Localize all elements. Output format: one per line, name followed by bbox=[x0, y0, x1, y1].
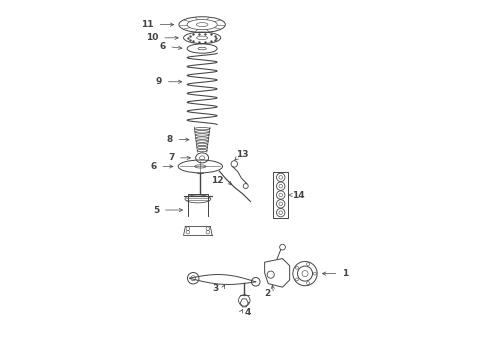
Text: 14: 14 bbox=[292, 190, 304, 199]
Bar bbox=[273, 172, 288, 218]
Text: 3: 3 bbox=[213, 284, 219, 293]
Text: 6: 6 bbox=[150, 162, 157, 171]
Text: 7: 7 bbox=[168, 153, 174, 162]
Text: 10: 10 bbox=[146, 33, 159, 42]
Text: 1: 1 bbox=[342, 269, 348, 278]
Text: 2: 2 bbox=[264, 289, 270, 298]
Text: 9: 9 bbox=[156, 77, 162, 86]
Text: 12: 12 bbox=[211, 176, 223, 185]
Text: 13: 13 bbox=[236, 149, 248, 158]
Text: 8: 8 bbox=[167, 135, 173, 144]
Text: 6: 6 bbox=[159, 42, 166, 51]
Text: 11: 11 bbox=[142, 20, 154, 29]
Text: 5: 5 bbox=[153, 206, 159, 215]
Text: 4: 4 bbox=[245, 309, 251, 318]
